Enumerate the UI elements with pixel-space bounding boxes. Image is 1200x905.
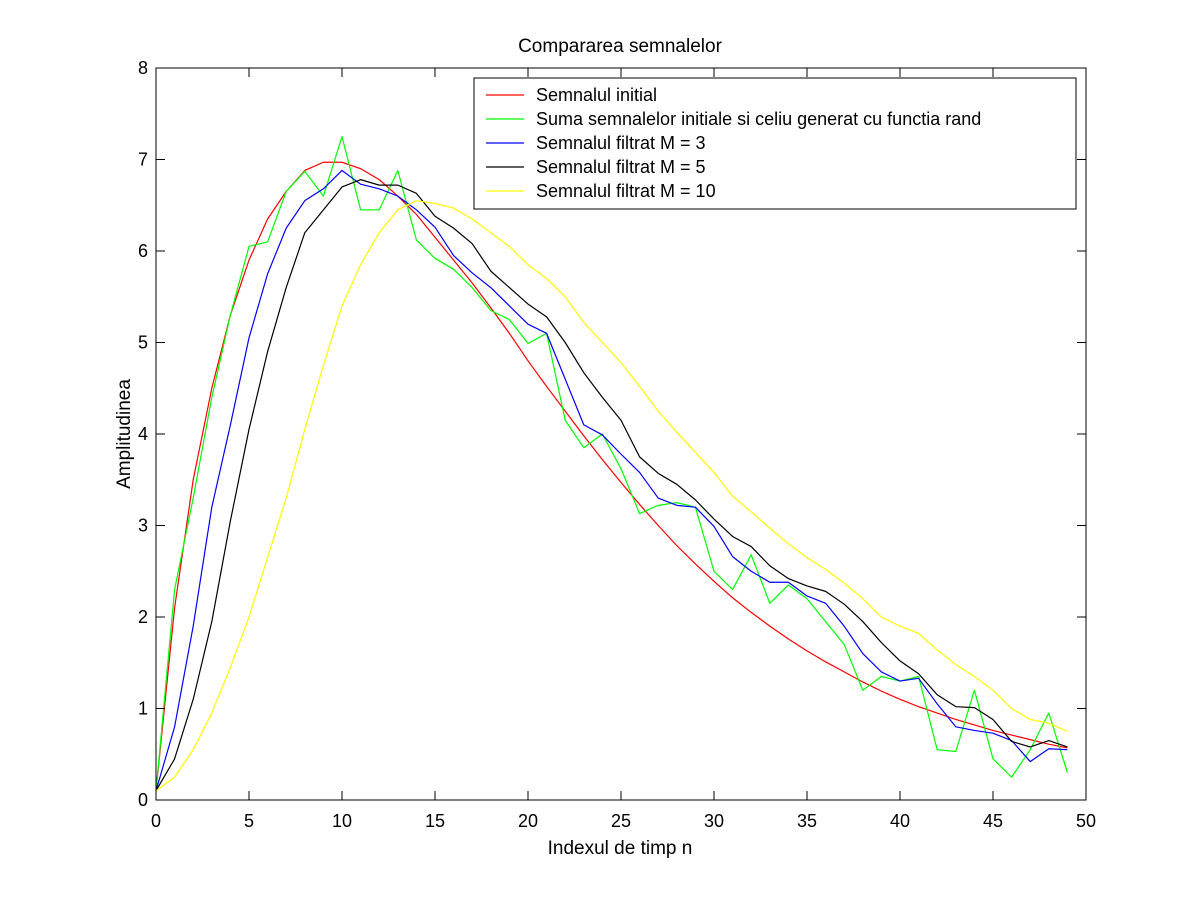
x-tick-label: 35	[797, 811, 817, 831]
x-tick-label: 50	[1076, 811, 1096, 831]
y-tick-label: 5	[138, 333, 148, 353]
series-line-2	[155, 136, 1068, 791]
x-tick-label: 45	[983, 811, 1003, 831]
x-tick-label: 0	[151, 811, 161, 831]
series-line-5	[155, 200, 1068, 792]
y-tick-label: 6	[138, 241, 148, 261]
x-tick-label: 20	[518, 811, 538, 831]
y-tick-label: 7	[138, 150, 148, 170]
legend-label-3: Semnalul filtrat M = 3	[536, 133, 706, 153]
series-line-3	[155, 169, 1068, 792]
y-tick-label: 0	[138, 790, 148, 810]
x-tick-label: 40	[890, 811, 910, 831]
y-axis-label: Amplitudinea	[114, 379, 135, 489]
chart-title: Compararea semnalelor	[518, 36, 722, 57]
series-line-1	[155, 161, 1068, 791]
legend-label-5: Semnalul filtrat M = 10	[536, 181, 716, 201]
legend-box	[473, 77, 1077, 210]
legend: Semnalul initial Suma semnalelor initiale…	[473, 77, 1077, 210]
y-tick-label: 8	[138, 58, 148, 78]
x-axis-label: Indexul de timp n	[548, 838, 693, 859]
legend-label-2: Suma semnalelor initiale si celiu genera…	[536, 109, 981, 129]
x-tick-label: 25	[611, 811, 631, 831]
series-line-4	[155, 179, 1068, 792]
series-layer	[155, 136, 1068, 792]
y-tick-label: 2	[138, 607, 148, 627]
y-tick-label: 3	[138, 516, 148, 536]
legend-label-4: Semnalul filtrat M = 5	[536, 157, 706, 177]
y-tick-label: 4	[138, 424, 148, 444]
x-tick-label: 15	[425, 811, 445, 831]
x-tick-label: 30	[704, 811, 724, 831]
x-tick-label: 5	[244, 811, 254, 831]
x-tick-label: 10	[332, 811, 352, 831]
legend-label-1: Semnalul initial	[536, 85, 657, 105]
y-tick-label: 1	[138, 699, 148, 719]
